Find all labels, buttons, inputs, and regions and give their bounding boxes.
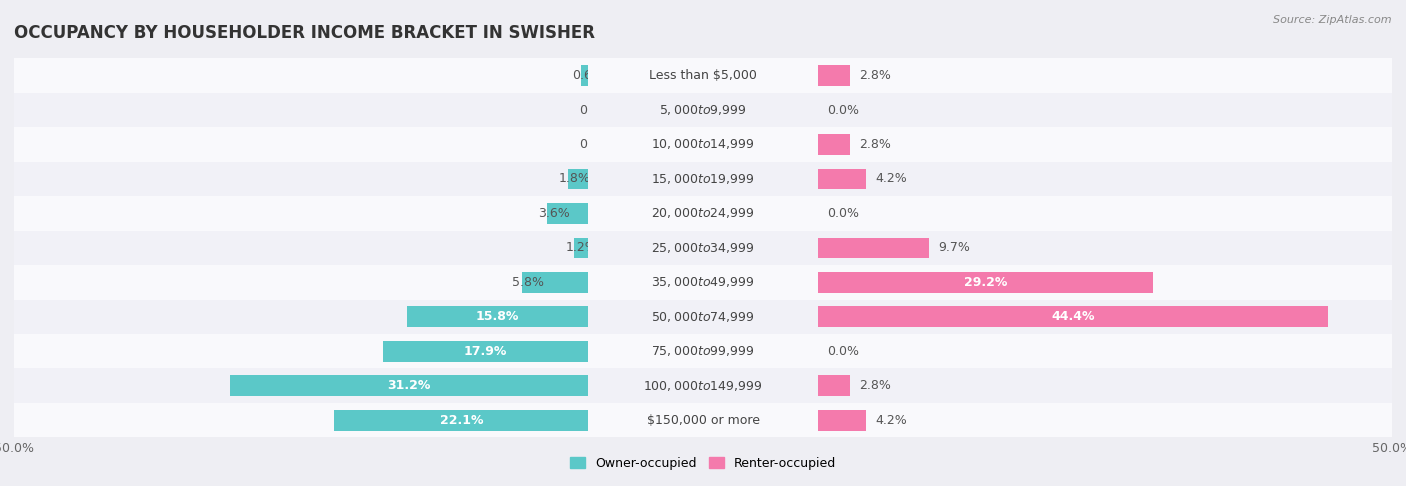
- Text: 31.2%: 31.2%: [388, 379, 430, 392]
- Text: 1.2%: 1.2%: [565, 242, 598, 254]
- Text: $50,000 to $74,999: $50,000 to $74,999: [651, 310, 755, 324]
- Bar: [818, 58, 1392, 93]
- Bar: [818, 196, 1392, 231]
- Legend: Owner-occupied, Renter-occupied: Owner-occupied, Renter-occupied: [565, 452, 841, 475]
- Text: 0.0%: 0.0%: [579, 138, 612, 151]
- Bar: [14, 93, 588, 127]
- Text: 0.0%: 0.0%: [579, 104, 612, 117]
- Bar: [818, 403, 1392, 437]
- Bar: [14, 265, 588, 299]
- Bar: [818, 299, 1392, 334]
- Bar: [818, 127, 1392, 162]
- Text: Source: ZipAtlas.com: Source: ZipAtlas.com: [1274, 15, 1392, 25]
- Bar: [588, 265, 818, 299]
- Text: 2.8%: 2.8%: [859, 379, 891, 392]
- Bar: [382, 341, 588, 362]
- Bar: [588, 368, 818, 403]
- Bar: [14, 403, 588, 437]
- Bar: [14, 231, 588, 265]
- Text: 9.7%: 9.7%: [938, 242, 970, 254]
- Text: 2.8%: 2.8%: [859, 69, 891, 82]
- Bar: [14, 162, 588, 196]
- Text: $75,000 to $99,999: $75,000 to $99,999: [651, 344, 755, 358]
- Bar: [818, 162, 1392, 196]
- Text: $20,000 to $24,999: $20,000 to $24,999: [651, 207, 755, 220]
- Text: 0.0%: 0.0%: [827, 104, 859, 117]
- Text: $10,000 to $14,999: $10,000 to $14,999: [651, 138, 755, 152]
- Bar: [406, 307, 588, 327]
- Text: 3.6%: 3.6%: [537, 207, 569, 220]
- Bar: [568, 169, 588, 189]
- Text: 4.2%: 4.2%: [876, 173, 907, 186]
- Text: 5.8%: 5.8%: [512, 276, 544, 289]
- Text: $25,000 to $34,999: $25,000 to $34,999: [651, 241, 755, 255]
- Text: 0.0%: 0.0%: [827, 207, 859, 220]
- Text: Less than $5,000: Less than $5,000: [650, 69, 756, 82]
- Bar: [14, 334, 588, 368]
- Bar: [818, 368, 1392, 403]
- Bar: [588, 299, 818, 334]
- Bar: [14, 58, 588, 93]
- Bar: [588, 403, 818, 437]
- Bar: [575, 238, 588, 258]
- Text: 44.4%: 44.4%: [1050, 310, 1094, 323]
- Bar: [818, 307, 1327, 327]
- Bar: [335, 410, 588, 431]
- Bar: [588, 93, 818, 127]
- Text: 22.1%: 22.1%: [440, 414, 484, 427]
- Bar: [547, 203, 588, 224]
- Bar: [818, 231, 1392, 265]
- Bar: [581, 65, 588, 86]
- Text: $150,000 or more: $150,000 or more: [647, 414, 759, 427]
- Bar: [818, 375, 851, 396]
- Text: $100,000 to $149,999: $100,000 to $149,999: [644, 379, 762, 393]
- Bar: [588, 334, 818, 368]
- Text: 0.0%: 0.0%: [827, 345, 859, 358]
- Bar: [588, 231, 818, 265]
- Bar: [818, 93, 1392, 127]
- Text: $35,000 to $49,999: $35,000 to $49,999: [651, 276, 755, 289]
- Text: 29.2%: 29.2%: [963, 276, 1007, 289]
- Bar: [818, 410, 866, 431]
- Text: 4.2%: 4.2%: [876, 414, 907, 427]
- Bar: [588, 58, 818, 93]
- Bar: [14, 368, 588, 403]
- Bar: [818, 272, 1153, 293]
- Bar: [588, 127, 818, 162]
- Bar: [818, 265, 1392, 299]
- Text: 0.61%: 0.61%: [572, 69, 612, 82]
- Bar: [14, 196, 588, 231]
- Bar: [231, 375, 588, 396]
- Bar: [14, 127, 588, 162]
- Bar: [818, 334, 1392, 368]
- Text: OCCUPANCY BY HOUSEHOLDER INCOME BRACKET IN SWISHER: OCCUPANCY BY HOUSEHOLDER INCOME BRACKET …: [14, 24, 595, 42]
- Bar: [588, 162, 818, 196]
- Bar: [14, 299, 588, 334]
- Bar: [818, 134, 851, 155]
- Text: 1.8%: 1.8%: [558, 173, 591, 186]
- Text: $15,000 to $19,999: $15,000 to $19,999: [651, 172, 755, 186]
- Text: 17.9%: 17.9%: [464, 345, 508, 358]
- Bar: [818, 238, 929, 258]
- Bar: [588, 196, 818, 231]
- Bar: [818, 169, 866, 189]
- Text: 2.8%: 2.8%: [859, 138, 891, 151]
- Bar: [522, 272, 588, 293]
- Text: $5,000 to $9,999: $5,000 to $9,999: [659, 103, 747, 117]
- Bar: [818, 65, 851, 86]
- Text: 15.8%: 15.8%: [475, 310, 519, 323]
